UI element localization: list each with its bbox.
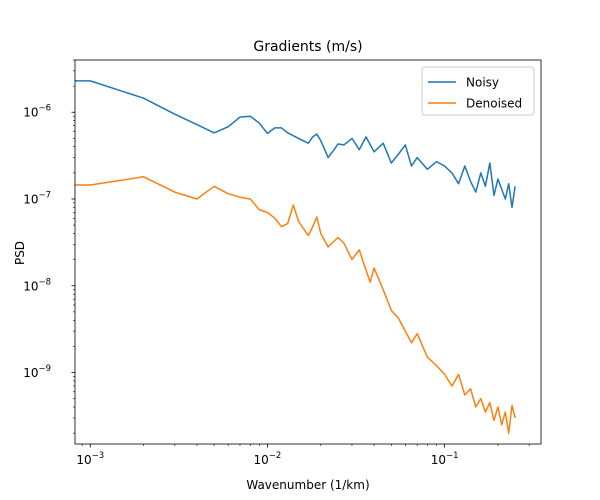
y-tick-label: 10−7 [23,190,51,206]
plot-area [75,80,516,434]
axes-frame [74,59,542,445]
series-line-noisy [75,80,516,209]
series-line-denoised [75,176,516,434]
x-axis-label: Wavenumber (1/km) [246,478,369,492]
legend-label-noisy: Noisy [466,76,499,90]
y-axis-label: PSD [13,241,27,265]
chart-title: Gradients (m/s) [253,39,362,55]
legend-label-denoised: Denoised [466,97,522,111]
axes-ticks: 10−3 10−2 10−1 10−9 10−8 10−7 10−6 [23,59,530,467]
x-tick-label: 10−3 [76,451,104,467]
y-tick-label: 10−8 [23,277,51,293]
x-tick-label: 10−1 [431,451,459,467]
x-tick-label: 10−2 [254,451,282,467]
y-tick-label: 10−9 [23,364,51,380]
legend: Noisy Denoised [421,66,535,116]
y-tick-label: 10−6 [23,104,51,120]
